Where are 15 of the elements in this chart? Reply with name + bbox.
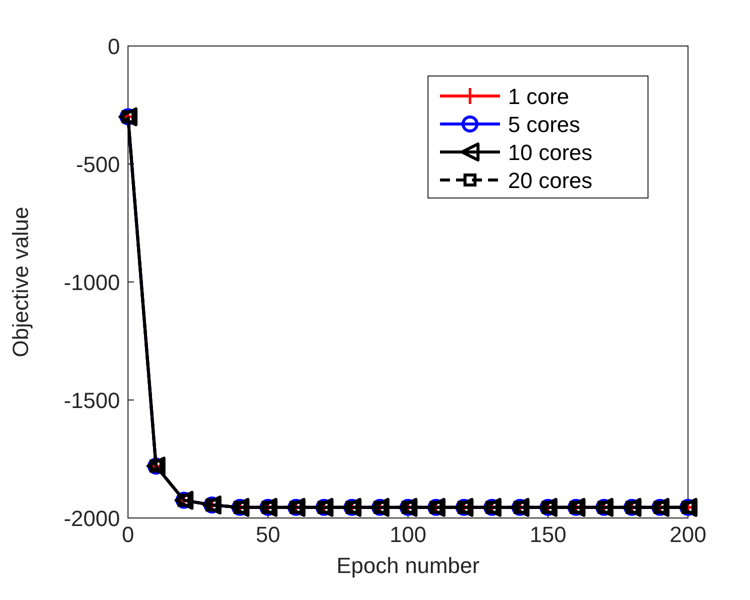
x-axis-title: Epoch number [336, 553, 480, 578]
y-tick-label: 0 [108, 34, 120, 59]
x-tick-label: 100 [390, 522, 426, 547]
y-tick-label: -2000 [64, 506, 120, 531]
y-axis-title: Objective value [8, 206, 33, 358]
x-tick-label: 50 [256, 522, 280, 547]
y-tick-label: -500 [76, 152, 120, 177]
legend-label: 5 cores [508, 112, 580, 137]
x-tick-label: 200 [670, 522, 706, 547]
y-tick-label: -1500 [64, 388, 120, 413]
x-tick-label: 150 [530, 522, 566, 547]
legend-label: 10 cores [508, 140, 592, 165]
y-tick-label: -1000 [64, 270, 120, 295]
legend-label: 20 cores [508, 168, 592, 193]
legend-label: 1 core [508, 84, 570, 109]
